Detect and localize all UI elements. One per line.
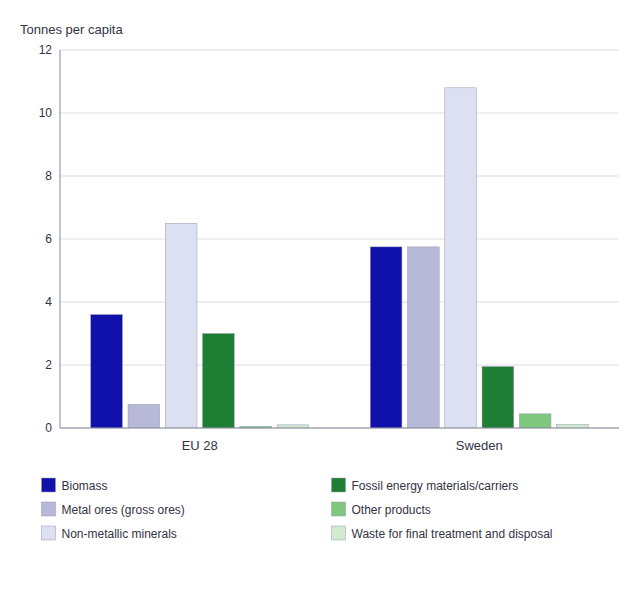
grid-line	[60, 113, 619, 114]
bar	[91, 315, 123, 428]
grid-line	[60, 428, 619, 429]
legend-swatch	[332, 502, 346, 516]
bar	[370, 247, 402, 428]
bar	[482, 367, 514, 428]
bar	[128, 404, 160, 428]
x-axis-line	[60, 428, 619, 429]
y-tick-label: 4	[45, 295, 52, 309]
y-tick-label: 6	[45, 232, 52, 246]
grid-line	[60, 176, 619, 177]
x-tick-label: Sweden	[456, 438, 503, 453]
bars	[91, 88, 589, 428]
legend-swatch	[332, 526, 346, 540]
grid-line	[60, 302, 619, 303]
y-tick-label: 10	[39, 106, 53, 120]
grid-line	[60, 50, 619, 51]
bar	[519, 414, 551, 428]
grid-line	[60, 239, 619, 240]
legend-swatch	[42, 478, 56, 492]
x-tick-label: EU 28	[182, 438, 218, 453]
y-tick-label: 8	[45, 169, 52, 183]
y-tick-label: 0	[45, 421, 52, 435]
legend-label: Metal ores (gross ores)	[62, 503, 185, 517]
y-axis-line	[60, 50, 61, 428]
legend-swatch	[332, 478, 346, 492]
legend-label: Other products	[352, 503, 431, 517]
legend-label: Non-metallic minerals	[62, 527, 177, 541]
chart-container: 0 2 4 6 8 10 12 Tonnes per capita EU 28 Sweden Bio…	[0, 0, 643, 603]
legend: Biomass Metal ores (gross ores) Non-metall…	[42, 478, 553, 541]
y-tick-label: 2	[45, 358, 52, 372]
bar	[557, 424, 589, 428]
legend-label: Biomass	[62, 479, 108, 493]
legend-label: Fossil energy materials/carriers	[352, 479, 519, 493]
grid	[60, 50, 619, 428]
y-axis-label: Tonnes per capita	[20, 22, 123, 37]
bar	[203, 334, 235, 429]
legend-label: Waste for final treatment and disposal	[352, 527, 553, 541]
chart-svg: 0 2 4 6 8 10 12 Tonnes per capita EU 28 Sweden Bio…	[0, 0, 643, 603]
bar	[165, 223, 197, 428]
bar	[445, 88, 477, 428]
legend-swatch	[42, 526, 56, 540]
bar	[408, 247, 440, 428]
y-tick-label: 12	[39, 43, 53, 57]
grid-line	[60, 365, 619, 366]
legend-swatch	[42, 502, 56, 516]
